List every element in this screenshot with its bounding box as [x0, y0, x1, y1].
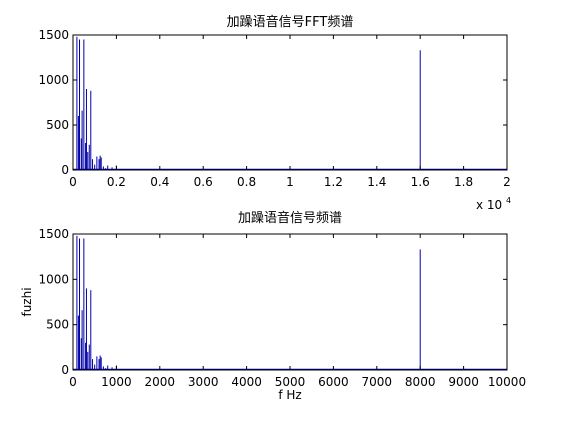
y-tick-label: 1500: [38, 227, 69, 241]
spectrum-plot: 加躁语音信号频谱 0 1000 2000 3000 4000 5000 6000 7000 80…: [20, 210, 526, 402]
y-tick-label: 1500: [38, 28, 69, 42]
fft-spectrum-plot: 加躁语音信号FFT频谱 0 0.2 0.4 0.6 0.8 1 1.2 1.4 1.6 1.8 2 …: [38, 14, 511, 212]
plot-frame: [72, 34, 508, 171]
y-axis-label: fuzhi: [20, 287, 34, 316]
y-axis-ticks: 0 500 1000 1500: [38, 227, 507, 377]
x-tick-label: 1.2: [324, 175, 343, 189]
y-tick-label: 500: [46, 118, 69, 132]
x-tick-label: 5000: [275, 375, 306, 389]
x-tick-label: 7000: [362, 375, 393, 389]
x-tick-label: 0.2: [107, 175, 126, 189]
x-tick-label: 2: [503, 175, 511, 189]
x-scale-factor: x 10 4: [476, 196, 511, 212]
y-tick-label: 0: [61, 163, 69, 177]
x-tick-label: 8000: [405, 375, 436, 389]
spectrum-lines: [73, 235, 507, 370]
x-scale-base: x 10: [476, 198, 502, 212]
x-axis-ticks: 0 0.2 0.4 0.6 0.8 1 1.2 1.4 1.6 1.8 2: [69, 35, 511, 189]
plot-title: 加躁语音信号FFT频谱: [227, 14, 354, 30]
x-tick-label: 0.6: [194, 175, 213, 189]
y-tick-label: 500: [46, 318, 69, 332]
plot-title: 加躁语音信号频谱: [238, 210, 342, 226]
x-tick-label: 0: [69, 375, 77, 389]
x-tick-label: 1000: [101, 375, 132, 389]
spectrum-lines: [73, 36, 507, 170]
x-tick-label: 10000: [488, 375, 526, 389]
plot-frame: [72, 233, 508, 371]
x-tick-label: 1.8: [454, 175, 473, 189]
x-axis-ticks: 0 1000 2000 3000 4000 5000 6000 7000 8000 9000 100…: [69, 234, 526, 389]
x-tick-label: 0.4: [150, 175, 169, 189]
x-tick-label: 3000: [188, 375, 219, 389]
y-axis-ticks: 0 500 1000 1500: [38, 28, 507, 177]
x-tick-label: 4000: [231, 375, 262, 389]
x-tick-label: 1: [286, 175, 294, 189]
x-axis-label: f Hz: [278, 388, 301, 402]
x-tick-label: 9000: [448, 375, 479, 389]
x-tick-label: 6000: [318, 375, 349, 389]
y-tick-label: 1000: [38, 272, 69, 286]
x-tick-label: 1.6: [411, 175, 430, 189]
y-tick-label: 1000: [38, 73, 69, 87]
x-tick-label: 0.8: [237, 175, 256, 189]
x-scale-exponent: 4: [506, 196, 511, 205]
x-tick-label: 1.4: [367, 175, 386, 189]
y-tick-label: 0: [61, 363, 69, 377]
x-tick-label: 0: [69, 175, 77, 189]
x-tick-label: 2000: [145, 375, 176, 389]
